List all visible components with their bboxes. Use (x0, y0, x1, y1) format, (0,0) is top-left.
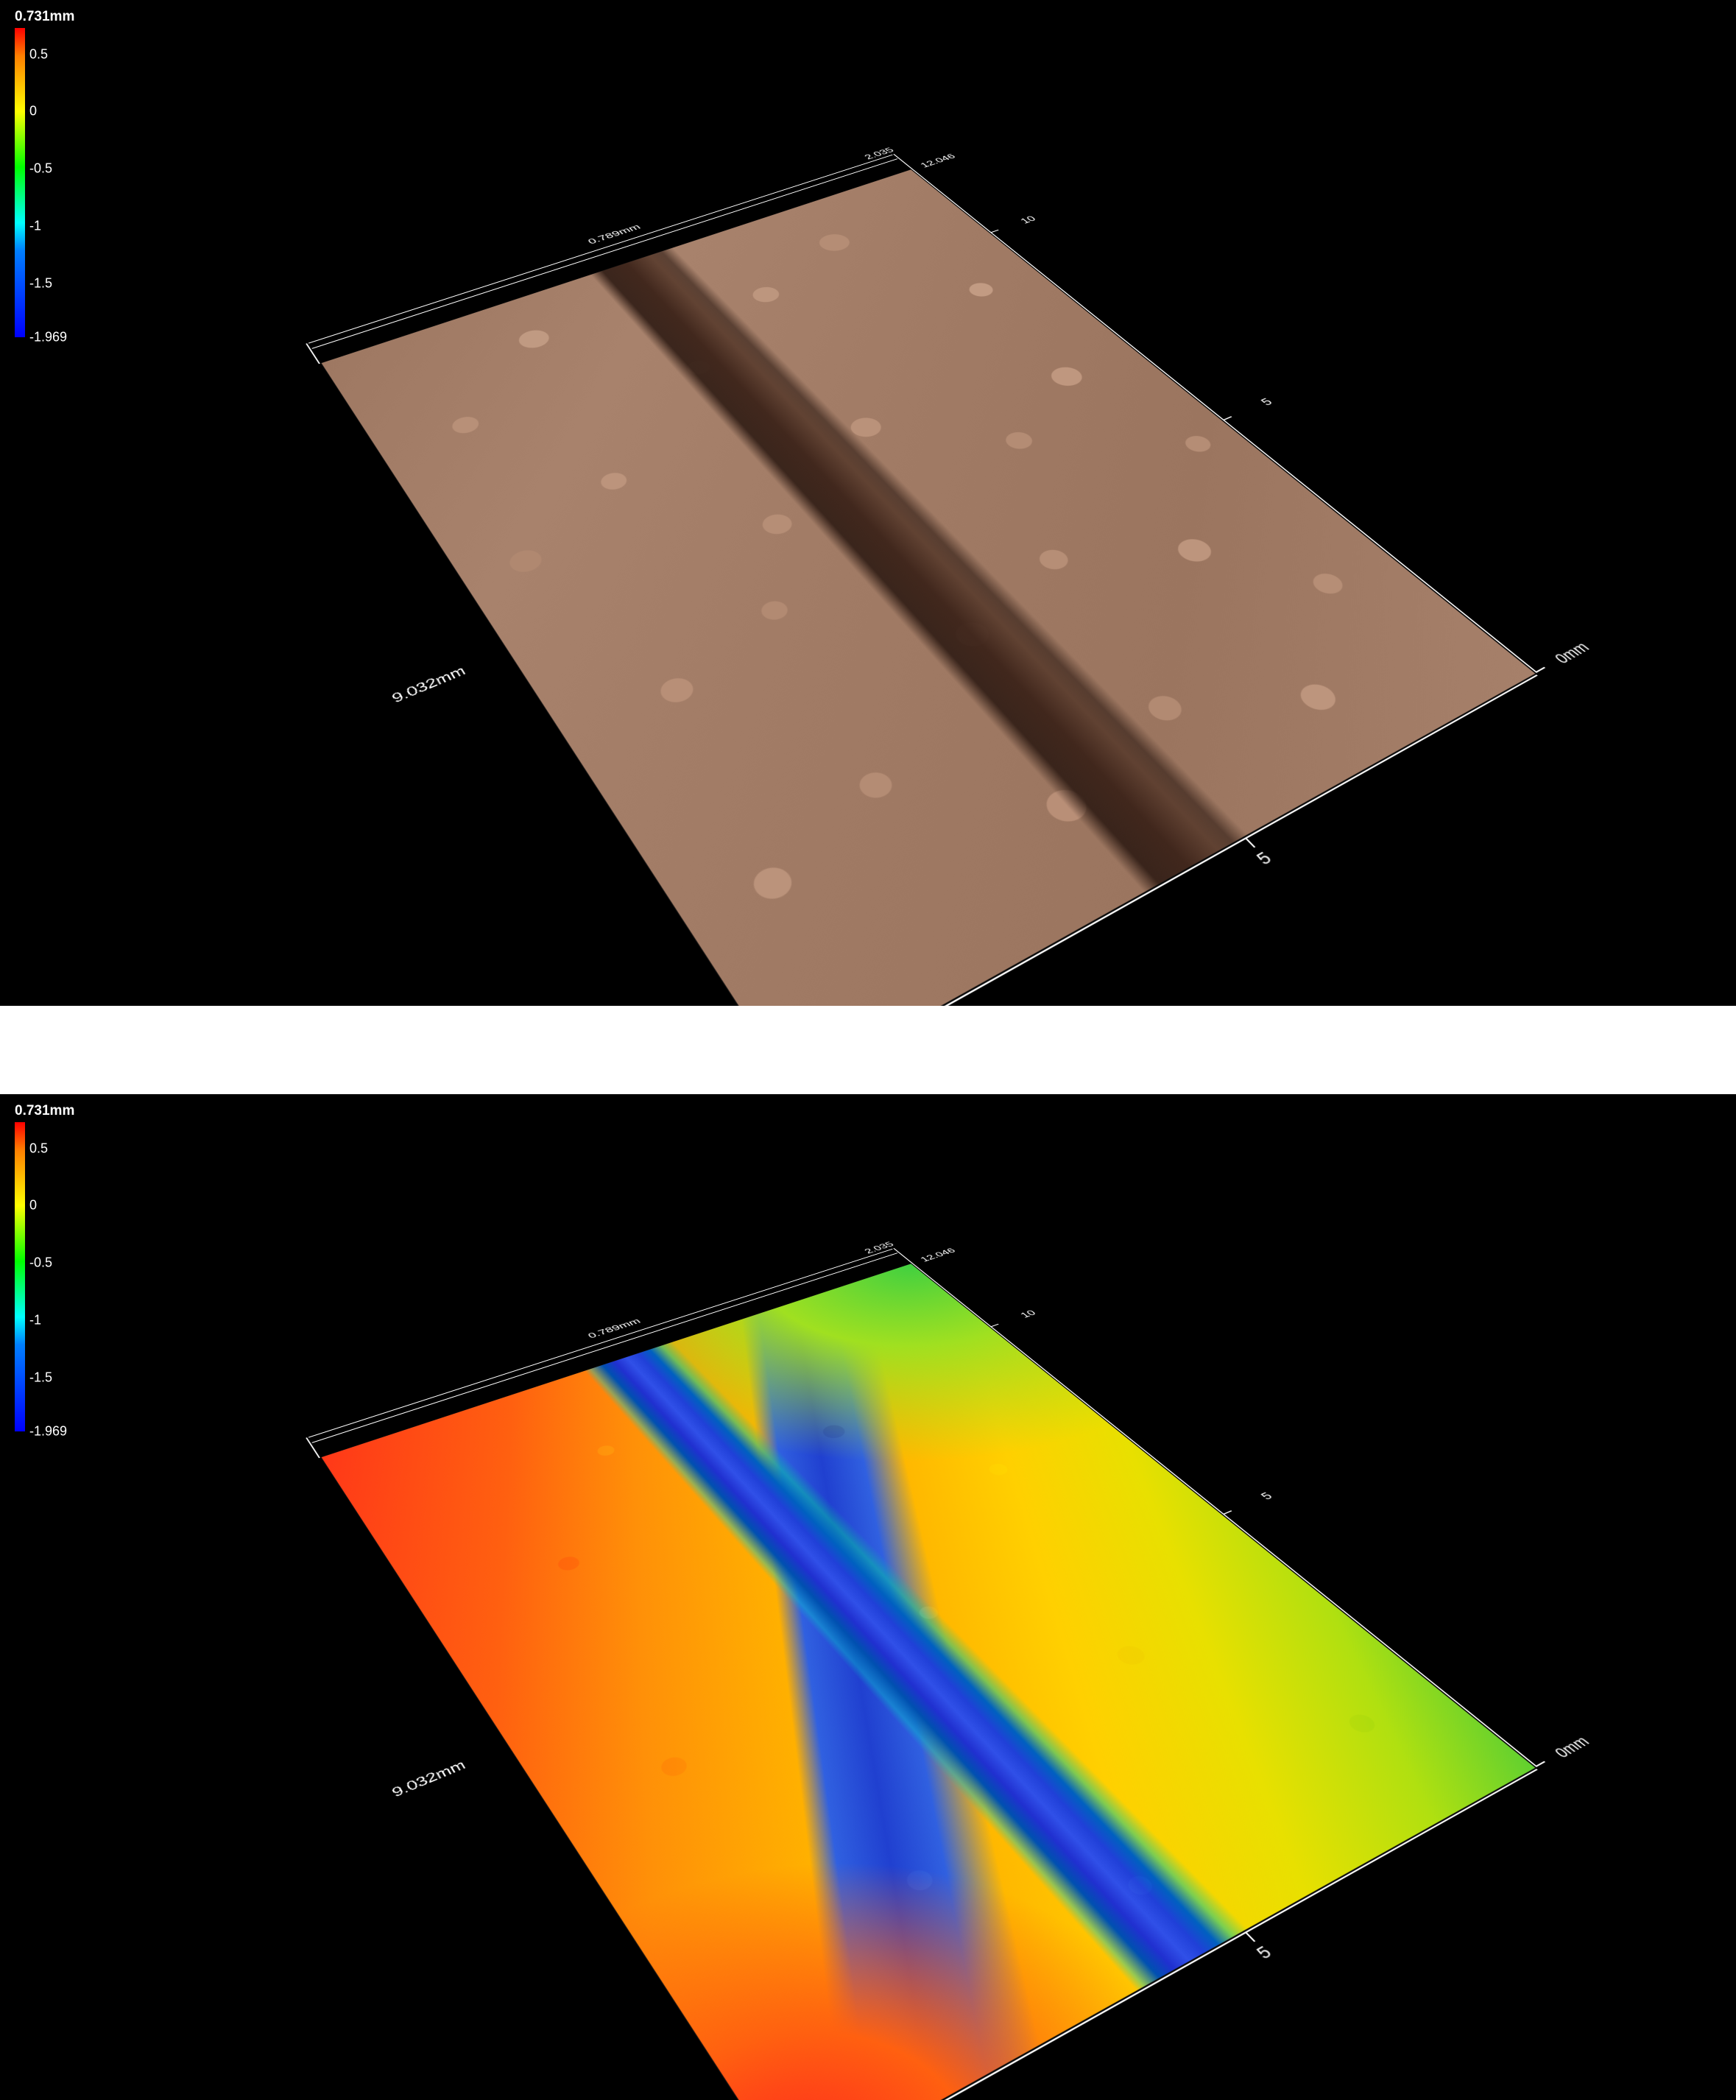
colorbar-tick: -1.5 (29, 1370, 52, 1385)
scene-3d[interactable]: 0.789mm 2.035 0 5 9.032mm 0mm 5 10 12.04… (481, 1094, 1255, 2100)
surface-panel-heightmap: 0.731mm 0.5 0 -0.5 -1 -1.5 -1.969 0.789m… (0, 1094, 1736, 2100)
axis-y (912, 1263, 1538, 1766)
axis-y-end-label: 12.046 (918, 1247, 959, 1264)
axis-y-tick (991, 1324, 998, 1327)
axis-y-tick (1536, 667, 1546, 672)
colorbar-tick: -1.969 (29, 1424, 67, 1440)
axis-y-tick (1224, 1510, 1232, 1514)
colorbar-tick: -1 (29, 218, 41, 233)
axis-y-end-label: 12.046 (918, 152, 959, 169)
axis-frame-z (893, 1248, 913, 1264)
axis-y (912, 169, 1538, 672)
colorbar-tick: 0.5 (29, 1141, 48, 1156)
axis-frame-far (308, 155, 893, 344)
colorbar-ticks: 0.5 0 -0.5 -1 -1.5 -1.969 (25, 28, 69, 337)
axis-frame-far (308, 1249, 893, 1438)
axis-y-tick (1536, 1761, 1546, 1766)
axis-y-tick-label: 5 (1257, 396, 1276, 409)
colorbar-tick: 0 (29, 104, 37, 119)
axis-frame-far (311, 1252, 897, 1443)
axis-x-end-label: 9.032mm (389, 1758, 469, 1800)
colorbar: 0.731mm 0.5 0 -0.5 -1 -1.5 -1.969 (15, 9, 74, 337)
axis-y-tick-label: 5 (1257, 1490, 1276, 1503)
surface-panel-texture: 0.731mm 0.5 0 -0.5 -1 -1.5 -1.969 0.789m… (0, 0, 1736, 1006)
surface-texture[interactable]: 0.789mm 2.035 0 5 9.032mm 0mm 5 10 12.04… (322, 169, 1536, 1006)
surface-heightmap[interactable]: 0.789mm 2.035 0 5 9.032mm 0mm 5 10 12.04… (322, 1264, 1536, 2100)
colorbar-ticks: 0.5 0 -0.5 -1 -1.5 -1.969 (25, 1122, 69, 1431)
axis-x (794, 674, 1538, 1006)
colorbar: 0.731mm 0.5 0 -0.5 -1 -1.5 -1.969 (15, 1103, 74, 1431)
colorbar-title: 0.731mm (15, 1103, 74, 1119)
colorbar-gradient (15, 28, 25, 337)
colorbar-gradient (15, 1122, 25, 1431)
axis-x (794, 1769, 1538, 2100)
axis-x-tick-label: 5 (1252, 1942, 1277, 1964)
axis-x-end-label: 9.032mm (389, 663, 469, 706)
colorbar-tick: 0.5 (29, 46, 48, 62)
panel-gap (0, 1006, 1736, 1094)
axis-frame-z (893, 154, 913, 169)
axis-x-tick-label: 5 (1252, 848, 1277, 870)
colorbar-tick: -0.5 (29, 161, 52, 177)
colorbar-tick: 0 (29, 1198, 37, 1213)
axis-x-tick (1246, 839, 1255, 848)
axis-y-tick-label: 10 (1017, 1308, 1039, 1319)
axis-z-top-label: 0.789mm (585, 222, 643, 246)
axis-y-tick-label: 10 (1017, 214, 1039, 225)
axis-y-tick-label: 0mm (1550, 639, 1594, 667)
colorbar-tick: -1.5 (29, 275, 52, 291)
colorbar-tick: -1.969 (29, 330, 67, 345)
colorbar-tick: -0.5 (29, 1255, 52, 1271)
colorbar-title: 0.731mm (15, 9, 74, 25)
axis-y-tick-label: 0mm (1550, 1733, 1594, 1761)
axis-x-tick (1246, 1933, 1255, 1942)
axis-frame-far (311, 158, 897, 349)
axis-y-tick (1224, 416, 1232, 420)
scene-3d[interactable]: 0.789mm 2.035 0 5 9.032mm 0mm 5 10 12.04… (481, 0, 1255, 1006)
axis-y-tick (991, 230, 998, 233)
colorbar-tick: -1 (29, 1312, 41, 1328)
axis-z-top-label: 0.789mm (585, 1317, 643, 1340)
